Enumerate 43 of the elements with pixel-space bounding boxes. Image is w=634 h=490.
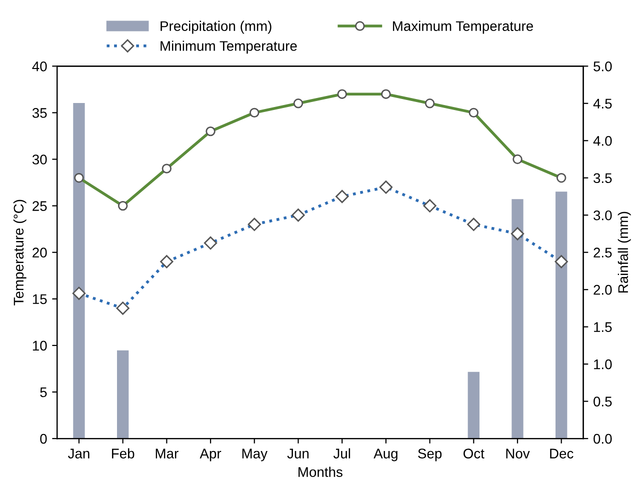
x-tick-label: Apr [200,448,222,462]
bar [512,199,524,439]
y2-tick-label: 1.0 [594,359,612,370]
x-tick-label: Jan [68,448,90,458]
y2-tick-label: 0.5 [594,396,612,406]
y2-tick-label: 3.5 [594,173,612,184]
x-tick-label: Sep [418,448,442,462]
y-tick-label: 0 [40,434,47,444]
y2-axis-title: Rainfall (mm) [618,212,631,292]
y-tick-label: 40 [32,61,47,72]
y-axis-title: Temperature (°C) [13,200,26,306]
x-tick-label: Feb [112,448,134,458]
x-tick-label: Dec [550,448,574,458]
x-tick-label: Aug [374,448,398,462]
y2-tick-label: 2.5 [594,248,612,258]
x-tick-label: Jun [287,448,309,458]
y2-tick-label: 4.0 [593,136,612,146]
legend-label: Minimum Temperature [160,40,297,54]
bar [117,350,129,439]
x-axis-title: Months [298,466,342,477]
x-tick-label: Mar [156,448,178,458]
y-tick-label: 35 [32,108,47,118]
x-tick-label: Jul [333,448,350,458]
y2-tick-label: 0.0 [594,434,612,444]
x-tick-label: Oct [464,448,484,458]
bar [468,372,480,439]
legend-label: Maximum Temperature [392,20,533,34]
x-tick-label: Nov [506,448,530,458]
y-tick-label: 20 [32,248,47,258]
y2-tick-label: 2.0 [594,284,612,295]
bar [556,192,568,439]
y-tick-label: 10 [32,340,47,351]
y-tick-label: 5 [40,387,47,398]
y-tick-label: 30 [32,154,47,164]
y-tick-label: 25 [32,201,47,211]
bar [73,103,85,439]
legend-label: Precipitation (mm) [160,20,272,34]
x-tick-label: May [242,448,268,462]
y2-tick-label: 1.5 [594,322,612,332]
y2-tick-label: 5.0 [594,61,612,72]
y2-tick-label: 4.5 [593,98,612,109]
y2-tick-label: 3.0 [594,210,612,220]
y-tick-label: 15 [32,294,47,304]
